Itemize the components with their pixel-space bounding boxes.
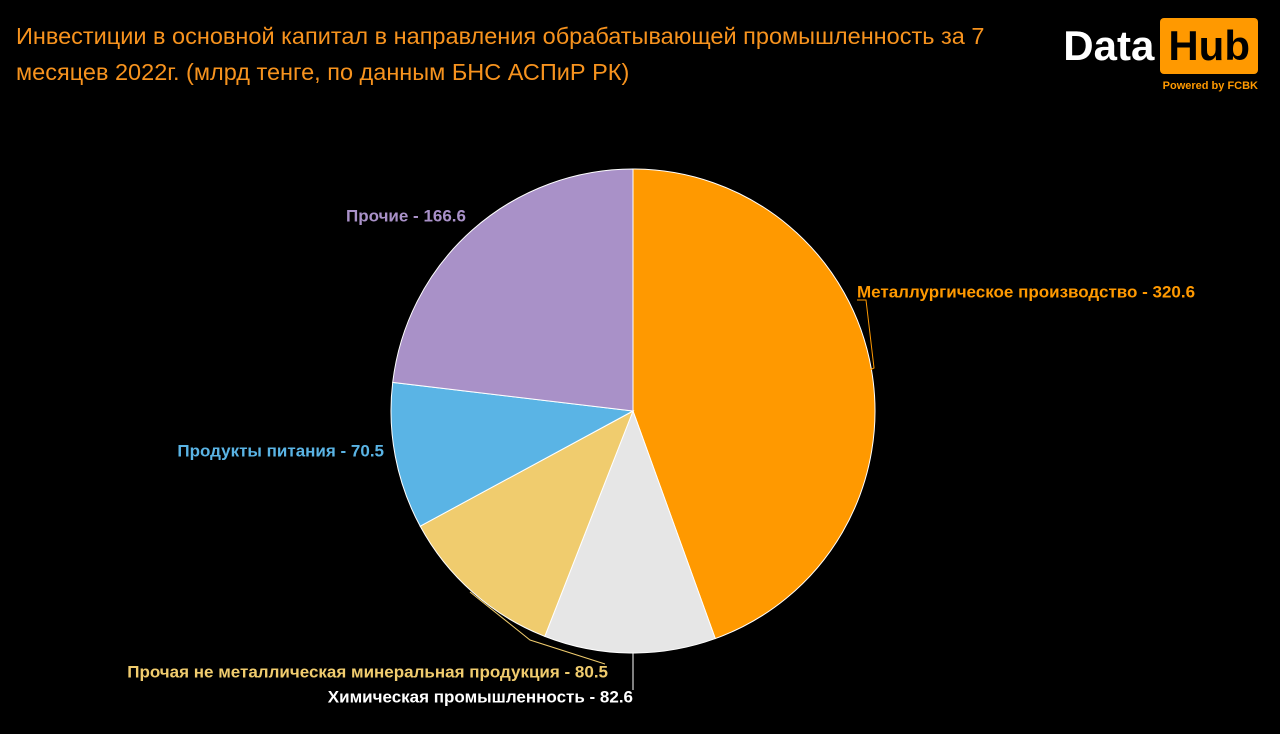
chart-title: Инвестиции в основной капитал в направле…	[16, 23, 985, 85]
data-label: Химическая промышленность - 82.6	[328, 687, 633, 706]
pie-slice	[392, 168, 634, 412]
pie-slice	[390, 381, 635, 527]
leader-line	[469, 591, 606, 665]
data-label: Прочая не металлическая минеральная прод…	[127, 662, 608, 681]
logo-left: Data	[1063, 22, 1155, 69]
leader-line	[857, 299, 875, 371]
pie-slice	[419, 409, 634, 638]
data-label: Продукты питания - 70.5	[177, 441, 384, 460]
pie-slice	[544, 409, 716, 654]
logo-right: Hub	[1160, 18, 1258, 74]
logo: Data Hub Powered by FCBK	[1063, 18, 1258, 92]
logo-tagline: Powered by FCBK	[1162, 80, 1258, 92]
data-label: Прочие - 166.6	[346, 206, 466, 225]
data-label: Металлургическое производство - 320.6	[857, 282, 1195, 301]
